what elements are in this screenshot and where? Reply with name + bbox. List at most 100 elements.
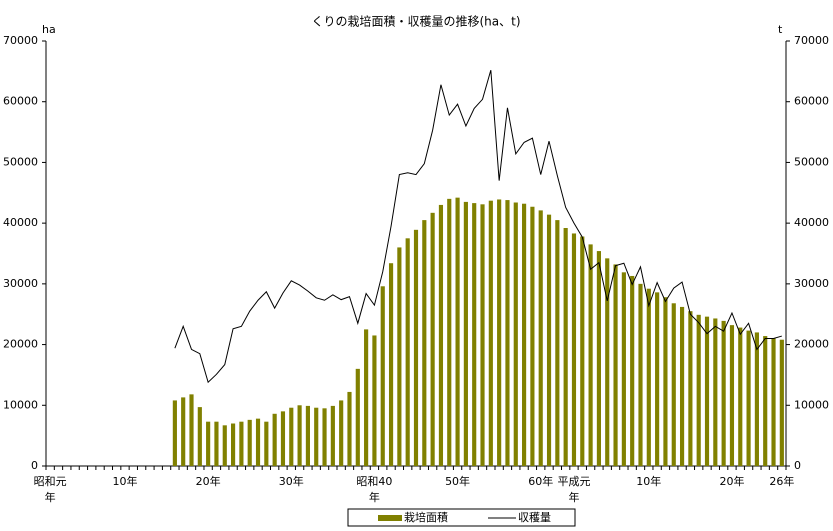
bar <box>463 201 468 466</box>
bar <box>497 199 502 466</box>
bar <box>322 408 327 466</box>
bar <box>729 325 735 466</box>
bar <box>239 421 244 466</box>
y2-tick-label: 60000 <box>794 95 829 108</box>
bar <box>347 391 352 466</box>
bar <box>704 316 710 466</box>
bar <box>771 338 776 466</box>
chart-title: くりの栽培面積・収穫量の推移(ha、t) <box>311 14 520 29</box>
bar <box>754 332 759 466</box>
bar <box>447 198 452 466</box>
bar <box>222 425 227 466</box>
bar <box>422 220 427 466</box>
bar <box>380 286 385 466</box>
x-tick-label: 10年 <box>112 474 137 488</box>
bar <box>505 200 510 467</box>
bar <box>546 214 552 466</box>
bar <box>189 394 194 466</box>
bar <box>580 236 585 466</box>
y-tick-label: 40000 <box>3 216 38 229</box>
bar <box>605 258 610 466</box>
bar <box>305 405 310 466</box>
bar <box>663 297 668 466</box>
bar <box>563 228 568 466</box>
y2-tick-label: 50000 <box>794 155 829 168</box>
y-tick-label: 10000 <box>3 398 38 411</box>
bar <box>214 421 219 466</box>
bar <box>339 400 344 466</box>
y-tick-label: 0 <box>31 459 38 472</box>
bar <box>289 407 294 466</box>
bar <box>206 421 211 466</box>
bar <box>280 411 286 466</box>
bar <box>746 330 751 466</box>
bar <box>413 229 419 466</box>
bar <box>646 288 651 466</box>
bar <box>538 210 543 466</box>
x-tick-label: 60年 <box>528 474 553 488</box>
bar <box>430 212 435 466</box>
y-axis-unit: ha <box>42 23 56 36</box>
bar <box>231 423 236 466</box>
bar <box>397 247 402 466</box>
bar <box>355 368 360 466</box>
bar <box>272 413 277 466</box>
bar <box>181 397 186 466</box>
bar <box>247 419 252 466</box>
bar <box>472 203 477 466</box>
y2-axis-unit: t <box>778 23 783 36</box>
bar <box>330 405 335 466</box>
y-tick-label: 50000 <box>3 155 38 168</box>
y2-tick-label: 70000 <box>794 34 829 47</box>
bar <box>513 202 518 466</box>
y-tick-label: 20000 <box>3 338 38 351</box>
x-tick-label: 10年 <box>636 474 661 488</box>
x-tick-label: 26年 <box>769 474 794 488</box>
bar <box>738 327 743 466</box>
bar <box>172 400 177 466</box>
bar <box>388 263 394 466</box>
bar <box>721 320 726 466</box>
bar <box>630 275 635 466</box>
bar <box>555 220 560 466</box>
x-tick-label: 50年 <box>445 474 470 488</box>
bar <box>763 336 768 466</box>
y2-tick-label: 40000 <box>794 216 829 229</box>
legend-box <box>347 508 576 527</box>
bar <box>405 238 410 466</box>
y-tick-label: 60000 <box>3 95 38 108</box>
y-tick-label: 30000 <box>3 277 38 290</box>
bar <box>197 407 202 466</box>
bar <box>438 204 444 466</box>
legend-swatch <box>378 515 402 521</box>
x-tick-label: 20年 <box>719 474 744 488</box>
y2-tick-label: 30000 <box>794 277 829 290</box>
bar <box>779 339 784 466</box>
bar <box>596 251 601 466</box>
bar <box>621 272 626 466</box>
bar <box>655 292 660 466</box>
bar <box>297 405 302 466</box>
bar <box>713 318 718 466</box>
y2-tick-label: 10000 <box>794 398 829 411</box>
x-tick-label: 30年 <box>279 474 304 488</box>
bar <box>696 314 701 466</box>
bar <box>588 244 593 466</box>
x-tick-label: 20年 <box>196 474 221 488</box>
bar <box>314 407 319 466</box>
bar <box>530 206 535 466</box>
x-tick-label: 昭和元年 <box>34 475 67 504</box>
bar <box>364 329 369 466</box>
bar <box>613 264 618 466</box>
bar <box>255 418 261 466</box>
bar <box>455 197 460 466</box>
y-tick-label: 70000 <box>3 34 38 47</box>
y2-tick-label: 0 <box>794 459 801 472</box>
bar <box>679 306 685 466</box>
bar <box>372 335 377 466</box>
y2-tick-label: 20000 <box>794 338 829 351</box>
bar <box>264 421 269 466</box>
bar <box>522 203 527 466</box>
legend-label: 収穫量 <box>518 511 551 524</box>
